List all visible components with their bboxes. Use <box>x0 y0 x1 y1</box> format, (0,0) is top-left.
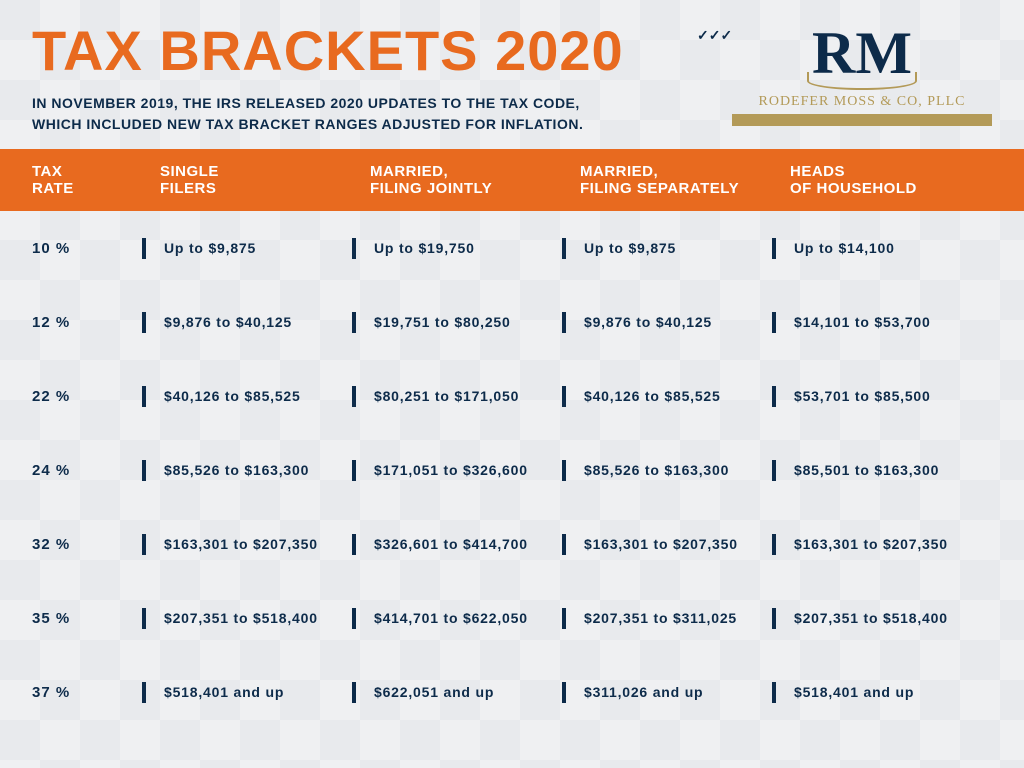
cell-separate: Up to $9,875 <box>562 238 772 259</box>
table-row: 32 % $163,301 to $207,350 $326,601 to $4… <box>32 507 992 581</box>
table-row: 10 % Up to $9,875 Up to $19,750 Up to $9… <box>32 211 992 285</box>
cell-rate: 24 % <box>32 462 142 479</box>
tax-table: TAX RATE SINGLE FILERS MARRIED, FILING J… <box>0 149 1024 729</box>
col-header-text: SINGLE <box>160 163 352 180</box>
table-row: 22 % $40,126 to $85,525 $80,251 to $171,… <box>32 359 992 433</box>
cell-hoh: $85,501 to $163,300 <box>772 460 982 481</box>
cell-single: Up to $9,875 <box>142 238 352 259</box>
cell-rate: 22 % <box>32 388 142 405</box>
col-header-text: FILERS <box>160 180 352 197</box>
logo-initials-text: RM <box>812 20 912 86</box>
cell-separate: $9,876 to $40,125 <box>562 312 772 333</box>
table-row: 24 % $85,526 to $163,300 $171,051 to $32… <box>32 433 992 507</box>
cell-single: $163,301 to $207,350 <box>142 534 352 555</box>
cell-joint: $326,601 to $414,700 <box>352 534 562 555</box>
page-subtitle: IN NOVEMBER 2019, THE IRS RELEASED 2020 … <box>32 93 592 135</box>
cell-hoh: $53,701 to $85,500 <box>772 386 982 407</box>
cell-separate: $163,301 to $207,350 <box>562 534 772 555</box>
logo-company-name: RODEFER MOSS & CO, PLLC <box>732 94 992 126</box>
cell-single: $207,351 to $518,400 <box>142 608 352 629</box>
col-header-single: SINGLE FILERS <box>142 163 352 197</box>
col-header-rate: TAX RATE <box>32 163 142 197</box>
col-header-text: FILING JOINTLY <box>370 180 562 197</box>
table-row: 12 % $9,876 to $40,125 $19,751 to $80,25… <box>32 285 992 359</box>
cell-rate: 35 % <box>32 610 142 627</box>
birds-icon: ✓✓✓ <box>697 31 732 44</box>
logo-initials: ✓✓✓ RM <box>732 26 992 80</box>
cell-single: $40,126 to $85,525 <box>142 386 352 407</box>
cell-hoh: Up to $14,100 <box>772 238 982 259</box>
col-header-text: HEADS <box>790 163 982 180</box>
title-block: TAX BRACKETS 2020 IN NOVEMBER 2019, THE … <box>32 18 732 135</box>
col-header-text: MARRIED, <box>580 163 772 180</box>
cell-hoh: $14,101 to $53,700 <box>772 312 982 333</box>
col-header-separate: MARRIED, FILING SEPARATELY <box>562 163 772 197</box>
header: TAX BRACKETS 2020 IN NOVEMBER 2019, THE … <box>0 0 1024 149</box>
col-header-text: OF HOUSEHOLD <box>790 180 982 197</box>
cell-joint: $80,251 to $171,050 <box>352 386 562 407</box>
company-logo: ✓✓✓ RM RODEFER MOSS & CO, PLLC <box>732 18 992 126</box>
cell-hoh: $518,401 and up <box>772 682 982 703</box>
table-body: 10 % Up to $9,875 Up to $19,750 Up to $9… <box>0 211 1024 729</box>
cell-rate: 32 % <box>32 536 142 553</box>
page-title: TAX BRACKETS 2020 <box>32 18 732 83</box>
cell-joint: Up to $19,750 <box>352 238 562 259</box>
cell-single: $9,876 to $40,125 <box>142 312 352 333</box>
cell-joint: $19,751 to $80,250 <box>352 312 562 333</box>
col-header-joint: MARRIED, FILING JOINTLY <box>352 163 562 197</box>
col-header-hoh: HEADS OF HOUSEHOLD <box>772 163 982 197</box>
cell-rate: 12 % <box>32 314 142 331</box>
col-header-text: MARRIED, <box>370 163 562 180</box>
cell-joint: $171,051 to $326,600 <box>352 460 562 481</box>
table-row: 35 % $207,351 to $518,400 $414,701 to $6… <box>32 581 992 655</box>
cell-rate: 10 % <box>32 240 142 257</box>
cell-separate: $85,526 to $163,300 <box>562 460 772 481</box>
cell-joint: $414,701 to $622,050 <box>352 608 562 629</box>
col-header-text: TAX <box>32 163 142 180</box>
table-row: 37 % $518,401 and up $622,051 and up $31… <box>32 655 992 729</box>
cell-separate: $207,351 to $311,025 <box>562 608 772 629</box>
cell-single: $518,401 and up <box>142 682 352 703</box>
cell-separate: $40,126 to $85,525 <box>562 386 772 407</box>
table-header-row: TAX RATE SINGLE FILERS MARRIED, FILING J… <box>0 149 1024 211</box>
col-header-text: FILING SEPARATELY <box>580 180 772 197</box>
col-header-text: RATE <box>32 180 142 197</box>
cell-single: $85,526 to $163,300 <box>142 460 352 481</box>
cell-rate: 37 % <box>32 684 142 701</box>
cell-hoh: $163,301 to $207,350 <box>772 534 982 555</box>
cell-hoh: $207,351 to $518,400 <box>772 608 982 629</box>
cell-joint: $622,051 and up <box>352 682 562 703</box>
cell-separate: $311,026 and up <box>562 682 772 703</box>
